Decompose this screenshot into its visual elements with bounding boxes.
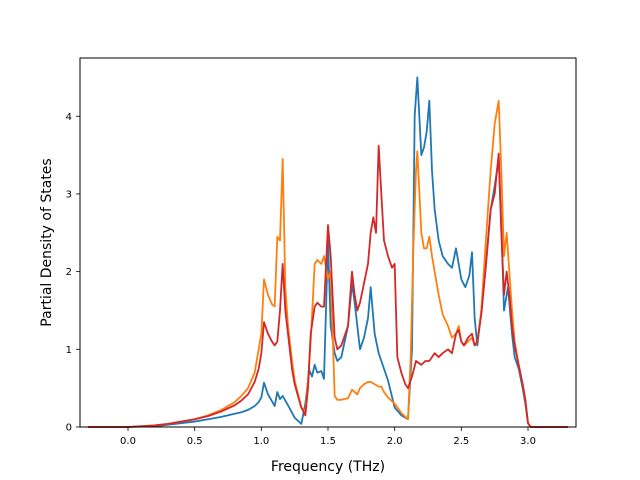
x-tick-label: 2.5	[453, 436, 469, 447]
y-axis: 0 1 2 3 4	[66, 112, 80, 434]
x-axis-label: Frequency (THz)	[271, 459, 385, 475]
series-layer	[88, 76, 568, 428]
y-tick-label: 0	[66, 423, 72, 434]
x-tick-label: 1.5	[320, 436, 336, 447]
y-tick-label: 3	[66, 189, 72, 200]
x-tick-label: 0.0	[120, 436, 136, 447]
series-line-3	[88, 144, 568, 428]
x-tick-label: 1.0	[253, 436, 269, 447]
y-axis-label: Partial Density of States	[39, 158, 55, 326]
x-axis: 0.0 0.5 1.0 1.5 2.0 2.5 3.0	[120, 427, 536, 447]
x-tick-label: 2.0	[387, 436, 403, 447]
y-tick-label: 4	[66, 112, 72, 123]
y-tick-label: 2	[66, 267, 72, 278]
x-tick-label: 3.0	[520, 436, 536, 447]
x-tick-label: 0.5	[187, 436, 203, 447]
y-tick-label: 1	[66, 345, 72, 356]
series-line-2	[88, 99, 568, 428]
